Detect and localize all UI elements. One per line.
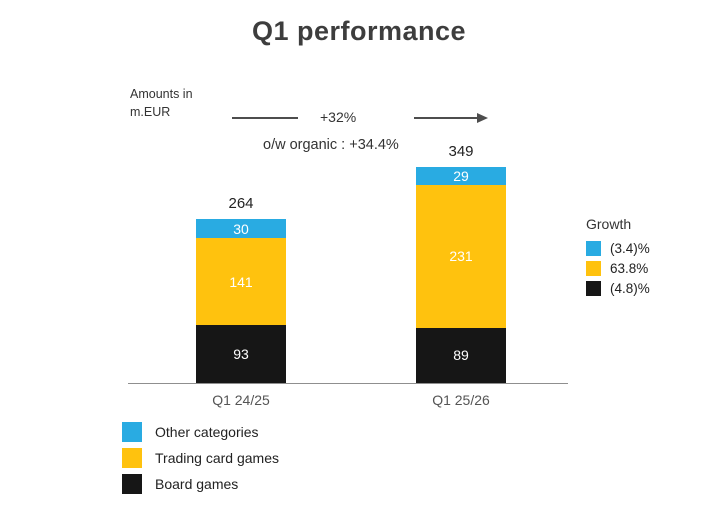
- x-axis-tick-labels: Q1 24/25 Q1 25/26: [128, 392, 568, 412]
- growth-legend-item-label: (4.8)%: [610, 281, 650, 296]
- yellow-swatch-icon: [586, 261, 601, 276]
- x-tick-label: Q1 25/26: [432, 392, 490, 408]
- growth-legend: Growth (3.4)% 63.8% (4.8)%: [586, 216, 650, 301]
- units-note: Amounts in m.EUR: [130, 86, 193, 121]
- growth-arrow-left-segment: [232, 117, 298, 119]
- bar-q1-25-26: 349 29 231 89: [416, 143, 506, 383]
- growth-legend-item-label: (3.4)%: [610, 241, 650, 256]
- legend-item-label: Other categories: [155, 424, 259, 440]
- legend-item: Other categories: [122, 422, 279, 442]
- page-title: Q1 performance: [251, 16, 467, 46]
- blue-swatch-icon: [586, 241, 601, 256]
- blue-swatch-icon: [122, 422, 142, 442]
- growth-legend-item: 63.8%: [586, 261, 650, 276]
- growth-legend-title: Growth: [586, 216, 632, 232]
- bar-segment-other-categories: 29: [416, 166, 506, 185]
- black-swatch-icon: [586, 281, 601, 296]
- legend-item: Trading card games: [122, 448, 279, 468]
- bar-total-label: 349: [448, 142, 474, 160]
- growth-percent-label: +32%: [320, 109, 357, 125]
- bar-segment-board-games: 89: [416, 327, 506, 383]
- bar-segment-other-categories: 30: [196, 219, 286, 238]
- organic-growth-label: o/w organic : +34.4%: [263, 137, 399, 153]
- growth-legend-item-label: 63.8%: [610, 261, 649, 276]
- units-note-line1: Amounts in: [130, 87, 193, 101]
- units-note-line2: m.EUR: [130, 104, 171, 119]
- legend-item: Board games: [122, 474, 279, 494]
- bar-segment-trading-card-games: 141: [196, 237, 286, 326]
- bar-segment-trading-card-games: 231: [416, 184, 506, 328]
- bar-segment-board-games: 93: [196, 325, 286, 383]
- bar-chart-plot-area: 264 30 141 93 349 29 231 89: [128, 130, 568, 384]
- growth-legend-item: (4.8)%: [586, 281, 650, 296]
- legend-item-label: Trading card games: [155, 450, 279, 466]
- category-legend: Other categories Trading card games Board …: [122, 422, 279, 500]
- growth-legend-items: (3.4)% 63.8% (4.8)%: [586, 241, 650, 296]
- growth-legend-item: (3.4)%: [586, 241, 650, 256]
- yellow-swatch-icon: [122, 448, 142, 468]
- bar-total-label: 264: [228, 195, 254, 213]
- x-tick-label: Q1 24/25: [212, 392, 270, 408]
- bar-q1-24-25: 264 30 141 93: [196, 195, 286, 383]
- black-swatch-icon: [122, 474, 142, 494]
- legend-item-label: Board games: [155, 476, 239, 492]
- growth-arrow-right-segment: [414, 113, 488, 123]
